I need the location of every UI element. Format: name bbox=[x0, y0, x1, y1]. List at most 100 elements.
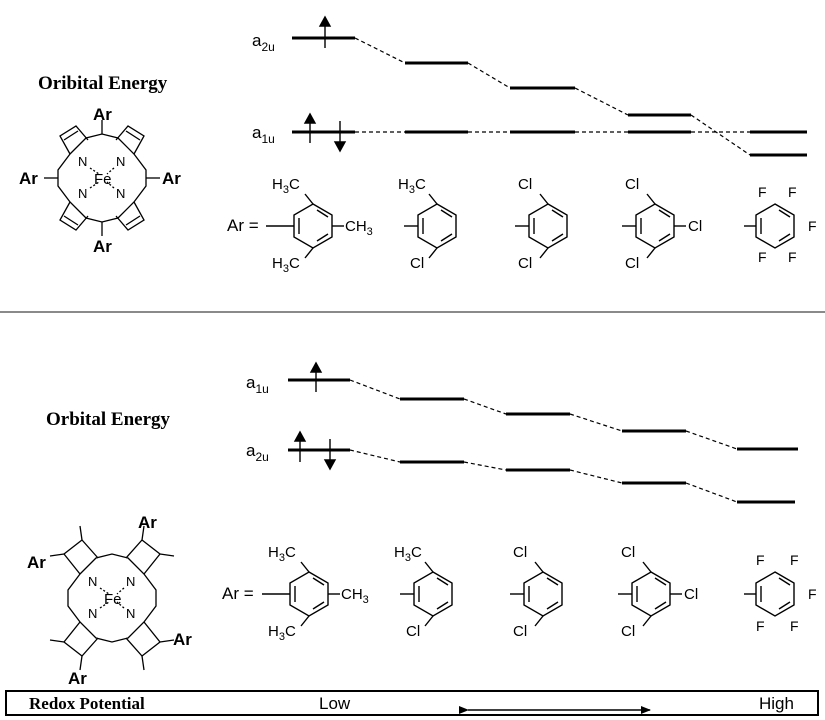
top-ar-label-right: Ar bbox=[162, 169, 181, 188]
bottom-trichloro-ring: Cl Cl Cl bbox=[618, 544, 698, 640]
bottom-dichloro-ring: Cl Cl bbox=[510, 544, 563, 640]
bottom-ar-label-2: Ar bbox=[27, 553, 46, 572]
top-level-label-a1u: a1u bbox=[252, 123, 275, 146]
top-a2u-connector-3 bbox=[574, 87, 629, 116]
bottom-n-label-3: N bbox=[88, 606, 97, 621]
bottom-porphyrin-labels: Fe N N N N Ar Ar Ar Ar bbox=[27, 513, 192, 688]
redox-low-label: Low bbox=[319, 694, 351, 713]
bottom-a1u-connector-3 bbox=[569, 413, 623, 432]
bottom-n-label-4: N bbox=[126, 606, 135, 621]
bottom-ar-equals: Ar = bbox=[222, 584, 254, 603]
top-a1u-spin-up-arrow bbox=[303, 112, 317, 143]
svg-text:H3C: H3C bbox=[398, 176, 426, 196]
top-n-label-1: N bbox=[78, 154, 87, 169]
bottom-a1u-connector-2 bbox=[463, 398, 507, 415]
svg-text:F: F bbox=[758, 249, 767, 265]
bottom-a1u-levels bbox=[288, 378, 798, 451]
svg-text:F: F bbox=[788, 249, 797, 265]
svg-text:Cl: Cl bbox=[513, 544, 527, 561]
top-pentafluoro-ring: F F F F F bbox=[744, 184, 817, 265]
svg-text:Cl: Cl bbox=[625, 255, 639, 272]
svg-text:H3C: H3C bbox=[268, 623, 296, 643]
bottom-porphyrin-structure bbox=[49, 525, 175, 671]
bottom-panel: Orbital Energy a1u a2u bbox=[27, 361, 817, 688]
svg-text:Cl: Cl bbox=[625, 176, 639, 193]
top-n-label-2: N bbox=[116, 154, 125, 169]
svg-text:H3C: H3C bbox=[272, 255, 300, 275]
top-n-label-3: N bbox=[78, 186, 87, 201]
top-fe-label: Fe bbox=[94, 171, 112, 188]
bottom-a2u-connector-3 bbox=[569, 469, 623, 484]
top-dichloro-ring: Cl Cl bbox=[515, 176, 568, 272]
bottom-a2u-levels bbox=[288, 448, 795, 504]
top-ar-label-top: Ar bbox=[93, 105, 112, 124]
svg-text:F: F bbox=[788, 184, 797, 200]
top-trichloro-ring: Cl Cl Cl bbox=[622, 176, 702, 272]
redox-high-label: High bbox=[759, 694, 794, 713]
top-a1u-spin-down-arrow bbox=[333, 121, 347, 153]
svg-text:H3C: H3C bbox=[268, 544, 296, 564]
top-a2u-connector-2 bbox=[467, 62, 511, 89]
top-a2u-connector-1 bbox=[354, 37, 406, 64]
top-ar-equals: Ar = bbox=[227, 216, 259, 235]
svg-text:H3C: H3C bbox=[394, 544, 422, 564]
svg-text:F: F bbox=[790, 552, 799, 568]
top-level-label-a2u: a2u bbox=[252, 31, 275, 54]
svg-text:Cl: Cl bbox=[518, 255, 532, 272]
svg-text:Cl: Cl bbox=[518, 176, 532, 193]
svg-text:F: F bbox=[790, 618, 799, 634]
bottom-level-label-a2u: a2u bbox=[246, 441, 269, 464]
top-porphyrin-labels: Fe N N N N Ar Ar Ar Ar bbox=[19, 105, 181, 256]
svg-text:Cl: Cl bbox=[621, 623, 635, 640]
top-chloromethyl-ring: H3C Cl bbox=[398, 176, 457, 272]
bottom-chloromethyl-ring: H3C Cl bbox=[394, 544, 453, 640]
top-mesityl-ring: H3C CH3 H3C bbox=[266, 176, 373, 275]
top-ar-label-bottom: Ar bbox=[93, 237, 112, 256]
bottom-a2u-connector-2 bbox=[463, 461, 507, 471]
svg-text:F: F bbox=[808, 586, 817, 602]
svg-text:CH3: CH3 bbox=[345, 218, 373, 238]
svg-text:Cl: Cl bbox=[621, 544, 635, 561]
bottom-n-label-2: N bbox=[126, 574, 135, 589]
top-ar-label-left: Ar bbox=[19, 169, 38, 188]
bottom-a1u-connector-4 bbox=[685, 430, 738, 450]
bottom-a1u-connector-1 bbox=[349, 379, 401, 400]
svg-text:H3C: H3C bbox=[272, 176, 300, 196]
bottom-pentafluoro-ring: F F F F F bbox=[744, 552, 817, 634]
bottom-level-label-a1u: a1u bbox=[246, 373, 269, 396]
svg-text:CH3: CH3 bbox=[341, 586, 369, 606]
bottom-a2u-connector-4 bbox=[685, 482, 738, 503]
bottom-a2u-spin-down-arrow bbox=[323, 439, 337, 471]
svg-text:F: F bbox=[808, 218, 817, 234]
top-a2u-spin-up-arrow bbox=[318, 15, 332, 48]
bottom-electron-arrows bbox=[293, 361, 337, 471]
bottom-a2u-spin-up-arrow bbox=[293, 430, 307, 462]
svg-text:F: F bbox=[756, 618, 765, 634]
svg-text:Cl: Cl bbox=[513, 623, 527, 640]
svg-text:Cl: Cl bbox=[410, 255, 424, 272]
bottom-n-label-1: N bbox=[88, 574, 97, 589]
svg-text:F: F bbox=[756, 552, 765, 568]
top-electron-arrows bbox=[303, 15, 347, 153]
bottom-a1u-spin-up-arrow bbox=[309, 361, 323, 392]
svg-text:Cl: Cl bbox=[688, 218, 702, 235]
svg-text:Cl: Cl bbox=[406, 623, 420, 640]
bottom-orbital-energy-label: Orbital Energy bbox=[46, 409, 171, 430]
bottom-ar-label-1: Ar bbox=[138, 513, 157, 532]
bottom-fe-label: Fe bbox=[104, 591, 122, 608]
top-n-label-4: N bbox=[116, 186, 125, 201]
bottom-mesityl-ring: H3C CH3 H3C bbox=[262, 544, 369, 643]
top-a2u-connector-4 bbox=[690, 114, 751, 156]
bottom-a2u-connector-1 bbox=[349, 449, 401, 463]
svg-text:Cl: Cl bbox=[684, 586, 698, 603]
top-panel: Oribital Energy a2u a1u bbox=[19, 15, 817, 275]
redox-potential-bar: Redox Potential Low High bbox=[5, 690, 819, 716]
bottom-ar-label-4: Ar bbox=[68, 669, 87, 688]
top-porphyrin-structure bbox=[44, 120, 160, 236]
svg-text:F: F bbox=[758, 184, 767, 200]
top-a2u-levels bbox=[292, 36, 807, 157]
bottom-ar-label-3: Ar bbox=[173, 630, 192, 649]
redox-potential-title: Redox Potential bbox=[29, 694, 145, 713]
top-orbital-energy-label: Oribital Energy bbox=[38, 73, 168, 94]
